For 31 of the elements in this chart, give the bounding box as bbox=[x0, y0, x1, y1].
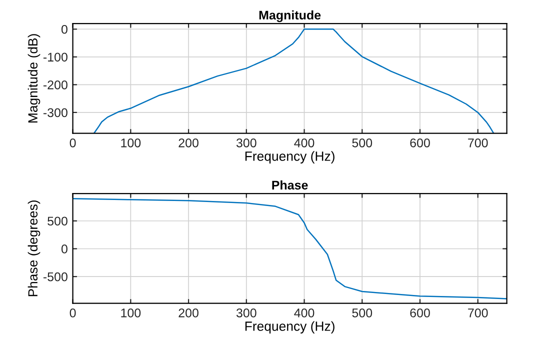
y-tick-label: -500 bbox=[43, 272, 68, 282]
chart-title: Magnitude bbox=[259, 10, 321, 22]
x-tick-label: 100 bbox=[121, 138, 141, 148]
x-tick-label: 700 bbox=[468, 138, 488, 148]
line-series bbox=[94, 28, 494, 134]
y-tick-label: 0 bbox=[61, 24, 68, 34]
x-axis-title: Frequency (Hz) bbox=[245, 151, 334, 164]
y-tick-label: -200 bbox=[43, 80, 68, 90]
x-tick-label: 700 bbox=[468, 308, 488, 318]
x-tick-label: 400 bbox=[294, 308, 314, 318]
x-tick-label: 400 bbox=[294, 138, 314, 148]
x-tick-label: 300 bbox=[236, 138, 256, 148]
x-tick-label: 0 bbox=[70, 138, 76, 148]
y-tick-label: -300 bbox=[43, 108, 68, 118]
line-series bbox=[72, 198, 507, 300]
x-tick-label: 500 bbox=[352, 138, 372, 148]
chart-title: Phase bbox=[272, 180, 308, 190]
y-axis-title: Magnitude (dB) bbox=[28, 34, 40, 122]
x-tick-label: 100 bbox=[121, 308, 141, 318]
x-tick-label: 200 bbox=[178, 138, 198, 148]
y-tick-label: 0 bbox=[61, 244, 68, 254]
x-tick-label: 0 bbox=[70, 308, 76, 318]
x-tick-label: 600 bbox=[410, 308, 430, 318]
x-tick-label: 600 bbox=[410, 138, 430, 148]
y-tick-label: 500 bbox=[48, 216, 68, 226]
x-tick-label: 200 bbox=[178, 308, 198, 318]
y-axis-title: Phase (degrees) bbox=[28, 200, 40, 296]
x-tick-label: 300 bbox=[236, 308, 256, 318]
y-tick-label: -100 bbox=[43, 52, 68, 62]
x-axis-title: Frequency (Hz) bbox=[245, 321, 334, 334]
x-tick-label: 500 bbox=[352, 308, 372, 318]
